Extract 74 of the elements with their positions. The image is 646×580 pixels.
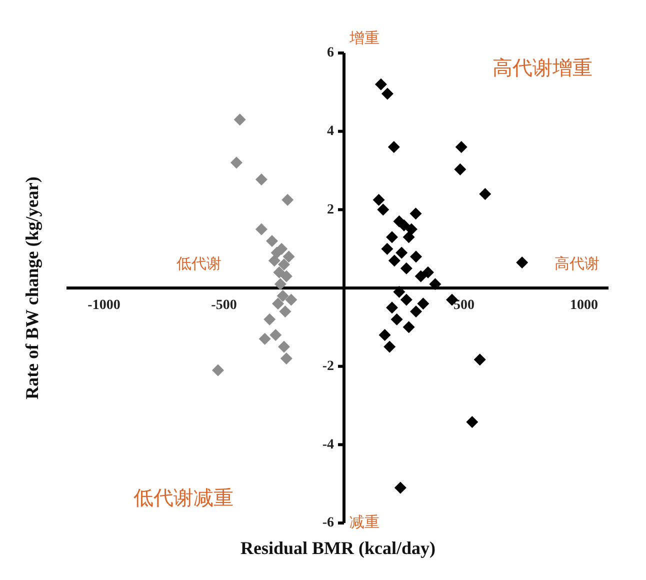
point [270, 329, 282, 341]
y-tick-label: -2 [322, 358, 334, 374]
point [274, 278, 286, 290]
point [374, 78, 387, 90]
point [372, 194, 385, 206]
point [276, 290, 289, 302]
point [429, 278, 442, 290]
point [384, 340, 396, 353]
point [212, 364, 224, 376]
point [400, 262, 412, 274]
point [276, 242, 288, 255]
point [394, 482, 406, 494]
x-tick-label: -1000 [88, 298, 120, 314]
point [268, 254, 280, 267]
point [280, 352, 292, 364]
annotation: 低代谢减重 [133, 486, 234, 510]
point [255, 223, 268, 236]
point [417, 298, 430, 310]
y-tick-label: 6 [327, 46, 334, 61]
point [273, 266, 286, 278]
point [381, 88, 394, 100]
point [378, 329, 391, 341]
point [390, 313, 403, 326]
y-axis-title: Rate of BW change (kg/year) [22, 176, 42, 400]
point [479, 188, 492, 200]
point [410, 306, 422, 318]
x-tick-label: 500 [454, 298, 474, 314]
annotation: 减重 [349, 512, 380, 531]
point [388, 254, 400, 267]
point [414, 270, 427, 282]
point [455, 141, 468, 153]
x-tick-label: 1000 [570, 298, 598, 314]
x-axis-title: Residual BMR (kcal/day) [240, 538, 436, 558]
point [278, 340, 290, 353]
point [422, 266, 434, 278]
point [377, 204, 390, 216]
y-tick-label: -6 [322, 516, 334, 531]
point [386, 231, 398, 244]
point [234, 114, 246, 126]
point [400, 294, 412, 306]
y-tick-label: 2 [327, 202, 334, 218]
point [386, 302, 398, 314]
point [474, 354, 486, 366]
point [398, 219, 410, 232]
point [402, 231, 415, 244]
point [272, 298, 284, 310]
annotation: 高代谢 [554, 254, 600, 272]
y-tick-label: 4 [327, 124, 334, 139]
point [285, 294, 298, 306]
point [282, 250, 295, 263]
point [279, 306, 292, 318]
point [264, 313, 276, 326]
point [381, 242, 394, 255]
annotation: 高代谢增重 [492, 56, 592, 80]
y-tick-label: -4 [322, 437, 334, 452]
text: 增重 [348, 28, 380, 47]
point [410, 208, 422, 220]
annotation: 低代谢 [176, 254, 222, 272]
point [516, 256, 528, 269]
point [402, 321, 415, 334]
point [266, 235, 278, 247]
point [388, 141, 400, 153]
point [280, 270, 292, 282]
point [278, 258, 290, 270]
point [258, 332, 271, 345]
point [466, 416, 478, 428]
point [454, 163, 466, 176]
point [393, 286, 406, 298]
point [230, 156, 242, 169]
point [410, 250, 422, 263]
x-tick-label: -500 [211, 298, 237, 314]
point [396, 246, 408, 259]
point [255, 174, 268, 186]
point [282, 194, 294, 206]
